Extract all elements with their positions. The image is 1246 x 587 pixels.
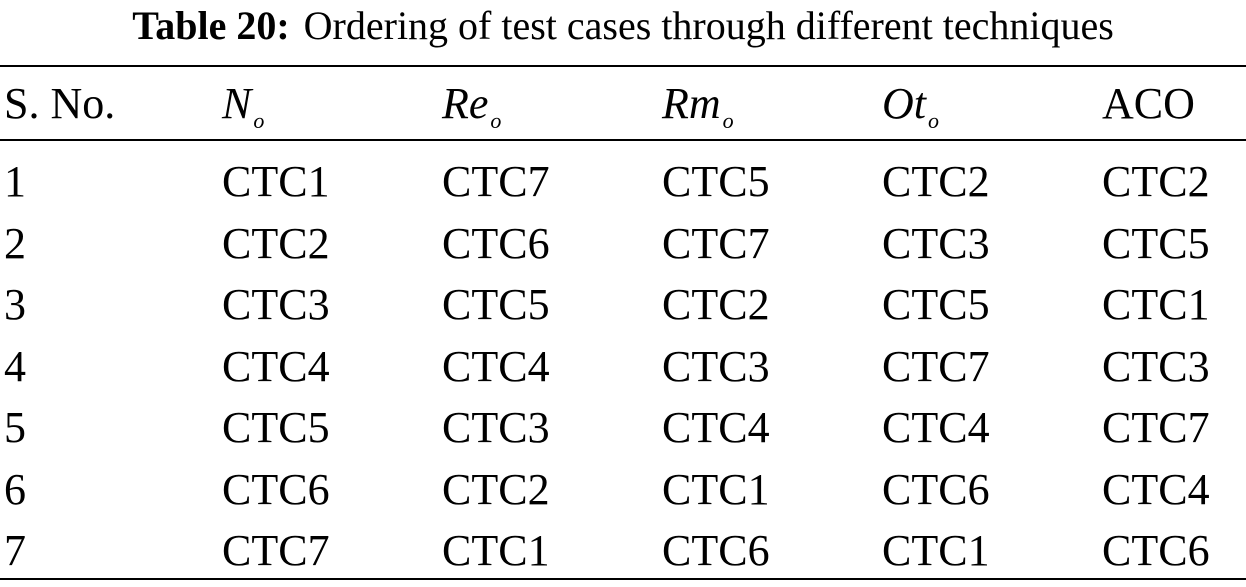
table-cell: CTC3 xyxy=(442,403,550,452)
table-cell: CTC6 xyxy=(1102,526,1210,575)
table-cell: CTC7 xyxy=(1102,403,1210,452)
table-cell: CTC4 xyxy=(1102,464,1210,514)
table-cell: CTC6 xyxy=(222,464,330,514)
table-row: 5 CTC5 CTC3 CTC4 CTC4 CTC7 xyxy=(0,398,1246,458)
table-row: 1 CTC1 CTC7 CTC5 CTC2 CTC2 xyxy=(0,152,1246,212)
table-caption: Table 20: Ordering of test cases through … xyxy=(0,2,1246,50)
table-cell: CTC1 xyxy=(882,526,990,575)
header-rmo: Rmo xyxy=(662,79,734,133)
header-oto: Oto xyxy=(882,79,939,133)
table-row: 6 CTC6 CTC2 CTC1 CTC6 CTC4 xyxy=(0,460,1246,520)
table-cell: CTC3 xyxy=(222,280,330,329)
row-number-cell: 3 xyxy=(4,280,26,329)
table-row: 4 CTC4 CTC4 CTC3 CTC7 CTC3 xyxy=(0,337,1246,397)
table-cell: CTC7 xyxy=(222,526,330,575)
table-cell: CTC3 xyxy=(1102,341,1210,391)
table-cell: CTC1 xyxy=(222,157,330,206)
table-cell: CTC6 xyxy=(662,526,770,575)
table-row: 2 CTC2 CTC6 CTC7 CTC3 CTC5 xyxy=(0,214,1246,274)
table-cell: CTC2 xyxy=(662,280,770,329)
table-cell: CTC2 xyxy=(1102,157,1210,206)
table-cell: CTC3 xyxy=(662,341,770,391)
table-cell: CTC5 xyxy=(662,157,770,206)
table-cell: CTC2 xyxy=(222,218,330,268)
table-cell: CTC6 xyxy=(442,218,550,268)
table-cell: CTC5 xyxy=(222,403,330,452)
row-number-cell: 6 xyxy=(4,464,26,514)
row-number-cell: 2 xyxy=(4,218,26,268)
table-header-row: S. No. No Reo Rmo Oto ACO xyxy=(0,74,1246,134)
table-cell: CTC7 xyxy=(882,341,990,391)
table-cell: CTC3 xyxy=(882,218,990,268)
row-number-cell: 1 xyxy=(4,157,26,206)
table-cell: CTC6 xyxy=(882,464,990,514)
header-sno: S. No. xyxy=(4,79,116,128)
table-header-rule xyxy=(0,139,1246,141)
table-cell: CTC4 xyxy=(222,341,330,391)
table-cell: CTC7 xyxy=(662,218,770,268)
row-number-cell: 7 xyxy=(4,526,26,575)
table-cell: CTC5 xyxy=(442,280,550,329)
table-cell: CTC1 xyxy=(662,464,770,514)
row-number-cell: 4 xyxy=(4,341,26,391)
table-cell: CTC7 xyxy=(442,157,550,206)
table-cell: CTC4 xyxy=(882,403,990,452)
table-cell: CTC5 xyxy=(1102,218,1210,268)
table-title: Ordering of test cases through different… xyxy=(303,3,1114,48)
header-no: No xyxy=(222,79,265,133)
table-cell: CTC2 xyxy=(442,464,550,514)
table-cell: CTC4 xyxy=(442,341,550,391)
table-cell: CTC2 xyxy=(882,157,990,206)
table-cell: CTC5 xyxy=(882,280,990,329)
header-reo: Reo xyxy=(442,79,502,133)
table-cell: CTC4 xyxy=(662,403,770,452)
row-number-cell: 5 xyxy=(4,403,26,452)
table-cell: CTC1 xyxy=(442,526,550,575)
table-row: 3 CTC3 CTC5 CTC2 CTC5 CTC1 xyxy=(0,275,1246,335)
header-aco: ACO xyxy=(1102,79,1195,128)
table-number: Table 20: xyxy=(132,3,290,48)
table-top-rule xyxy=(0,65,1246,67)
table-cell: CTC1 xyxy=(1102,280,1210,329)
table-row: 7 CTC7 CTC1 CTC6 CTC1 CTC6 xyxy=(0,521,1246,581)
table-bottom-rule xyxy=(0,578,1246,580)
